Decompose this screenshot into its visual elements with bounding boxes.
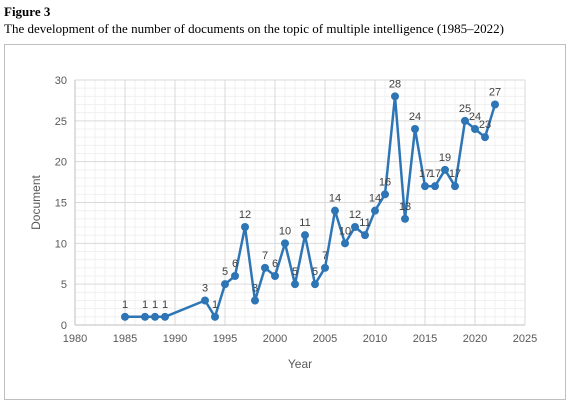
figure-label: Figure 3 [4,4,51,19]
data-point [391,92,399,101]
data-label: 1 [212,299,218,311]
data-point [211,312,219,321]
x-tick-label: 2015 [413,333,437,345]
data-point [151,312,159,321]
series-line [125,95,497,319]
data-label: 11 [299,217,310,229]
data-point [251,296,259,305]
x-tick-label: 2025 [513,333,537,345]
y-tick-label: 15 [55,198,67,210]
y-tick-label: 30 [55,75,67,87]
y-tick-label: 20 [55,157,67,169]
data-label: 28 [389,78,401,90]
data-label: 6 [272,258,278,270]
y-tick-label: 5 [61,279,67,291]
data-point [321,263,329,272]
data-point [241,223,249,231]
y-axis-title: Document [29,174,43,229]
data-point [461,116,469,125]
data-point [401,214,409,223]
data-point [361,231,369,240]
data-label: 12 [349,209,361,221]
data-label: 17 [419,168,431,180]
data-label: 14 [329,193,341,205]
data-label: 1 [162,299,168,311]
data-label: 12 [239,209,251,221]
grid-layer [74,79,526,326]
data-label: 11 [359,217,370,229]
data-point [471,125,479,133]
x-tick-label: 2020 [463,333,487,345]
data-label: 6 [232,258,238,270]
x-tick-label: 1980 [63,333,87,345]
y-tick-label: 10 [55,238,67,250]
data-label: 3 [202,283,208,295]
figure-caption: The development of the number of documen… [4,21,505,36]
data-point [381,190,389,199]
data-label: 1 [142,299,148,311]
data-point [421,182,429,191]
x-tick-label: 1995 [213,333,237,345]
data-point [301,231,309,240]
points-layer [121,92,499,321]
data-point [141,312,149,321]
y-tick-label: 0 [61,320,67,332]
data-label: 1 [152,299,158,311]
data-point [441,165,449,174]
x-tick-label: 1985 [113,333,137,345]
data-label: 7 [262,250,268,262]
data-point [451,182,459,191]
data-label: 1 [122,299,128,311]
data-label: 24 [409,111,421,123]
data-point [491,100,499,109]
data-point [341,239,349,248]
data-label: 7 [322,250,328,262]
data-label: 10 [339,225,351,237]
data-label: 5 [292,266,298,278]
data-label: 24 [469,111,481,123]
x-tick-label: 1990 [163,333,187,345]
data-point [311,280,319,289]
data-label: 5 [312,266,318,278]
series-layer [125,95,497,319]
data-point [231,272,239,280]
data-label: 5 [222,266,228,278]
data-point [291,280,299,289]
data-point [281,239,289,248]
data-label: 23 [479,119,491,131]
data-label: 13 [399,201,411,213]
x-tick-label: 2010 [363,333,387,345]
data-point [431,182,439,191]
data-point [481,133,489,142]
data-point [121,312,129,321]
data-point [221,280,229,289]
data-label: 25 [459,103,471,115]
data-point [411,125,419,133]
data-point [351,223,359,231]
data-point [161,312,169,321]
x-axis-title: Year [288,357,312,371]
data-labels-layer: 1 1 1 1315612376105115714101211141628132417… [122,78,501,311]
x-tick-label: 2000 [263,333,287,345]
data-label: 10 [279,225,291,237]
data-point [371,206,379,215]
data-point [271,272,279,280]
data-point [201,296,209,305]
data-label: 27 [489,87,501,99]
chart-frame [4,44,566,400]
data-point [261,263,269,272]
data-point [331,206,339,215]
y-tick-label: 25 [55,116,67,128]
data-label: 14 [369,193,381,205]
data-label: 17 [429,168,441,180]
x-tick-label: 2005 [313,333,337,345]
data-label: 3 [252,283,258,295]
data-label: 17 [449,168,461,180]
data-label: 16 [379,176,391,188]
data-label: 19 [439,152,451,164]
